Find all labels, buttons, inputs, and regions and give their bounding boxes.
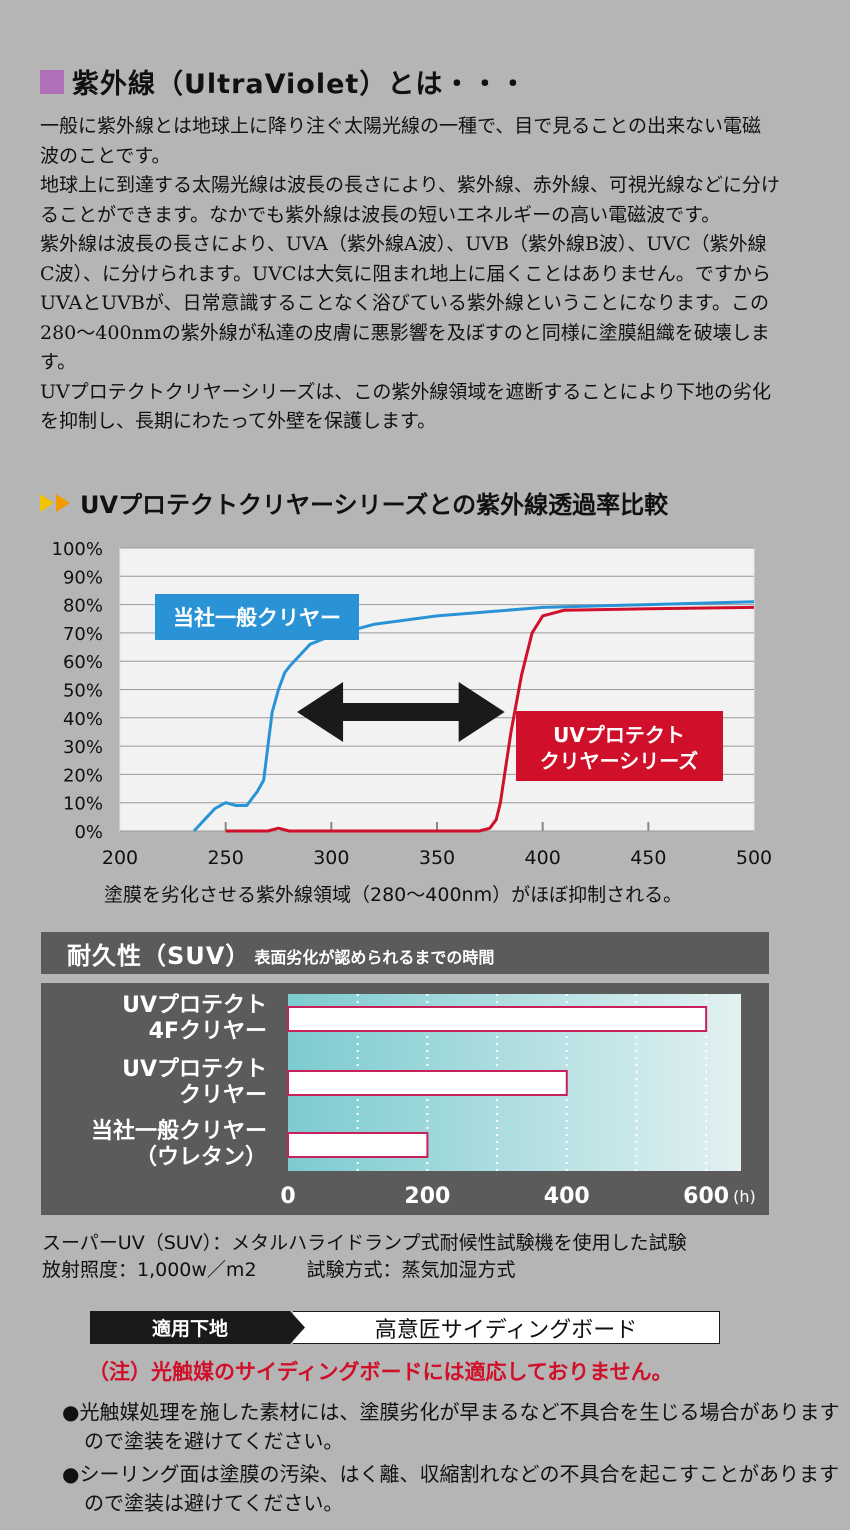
- bullet-list: ●光触媒処理を施した素材には、塗膜劣化が早まるなど不具合を生じる場合がありますの…: [62, 1398, 850, 1522]
- test-method-text: 試験方式：蒸気加湿方式: [306, 1259, 516, 1281]
- bar-category-label-line: 当社一般クリヤー: [90, 1119, 267, 1144]
- series-line: [225, 605, 755, 833]
- substrate-value: 高意匠サイディングボード: [293, 1311, 720, 1344]
- bar-x-tick-label: 200: [404, 1184, 450, 1209]
- x-tick-label: 400: [525, 847, 561, 869]
- bar-category-label-line: UVプロテクト: [122, 993, 267, 1018]
- substrate-box: 適用下地 高意匠サイディングボード: [90, 1311, 720, 1344]
- bullet-item: ●光触媒処理を施した素材には、塗膜劣化が早まるなど不具合を生じる場合がありますの…: [62, 1400, 840, 1453]
- bar-category-label-line: 4Fクリヤー: [148, 1019, 267, 1044]
- bullet-item: ●シーリング面は塗膜の汚染、はく離、収縮割れなどの不具合を起こすことがありますの…: [62, 1462, 840, 1515]
- legend-label: クリヤーシリーズ: [540, 749, 699, 773]
- y-tick-label: 0%: [74, 822, 103, 843]
- y-tick-label: 90%: [63, 567, 103, 588]
- legend-box: [155, 594, 359, 640]
- y-tick-label: 40%: [63, 709, 103, 730]
- test-note-line2: 放射照度：1,000w／m2 試験方式：蒸気加湿方式: [42, 1257, 687, 1284]
- y-tick-label: 70%: [63, 624, 103, 645]
- x-tick-label: 350: [419, 847, 455, 869]
- intro-paragraph: 紫外線は波長の長さにより、UVA（紫外線A波）、UVB（紫外線B波）、UVC（紫…: [40, 233, 771, 373]
- bar: [287, 1132, 429, 1158]
- bar-category-label: UVプロテクト クリヤー: [41, 1057, 267, 1109]
- substrate-label: 適用下地: [90, 1311, 305, 1344]
- y-tick-label: 100%: [52, 539, 103, 560]
- test-note: スーパーUV（SUV）：メタルハライドランプ式耐候性試験機を使用した試験 放射照…: [42, 1230, 687, 1284]
- series-line: [192, 600, 755, 833]
- x-tick-label: 250: [208, 847, 244, 869]
- section-title-text: 紫外線（UltraViolet）とは・・・: [72, 69, 528, 100]
- test-note-line1: スーパーUV（SUV）：メタルハライドランプ式耐候性試験機を使用した試験: [42, 1232, 687, 1254]
- bar: [287, 1070, 568, 1096]
- triangle-icon: [56, 493, 70, 512]
- y-tick-label: 20%: [63, 765, 103, 786]
- bar-x-tick-label: 400: [544, 1184, 590, 1209]
- legend-label: UVプロテクト: [553, 723, 685, 747]
- legend-box: [516, 711, 723, 781]
- bar-category-label: 当社一般クリヤー （ウレタン）: [41, 1119, 267, 1171]
- intro-paragraph: UVプロテクトクリヤーシリーズは、この紫外線領域を遮断することにより下地の劣化を…: [40, 380, 772, 433]
- x-tick-label: 450: [630, 847, 666, 869]
- y-tick-label: 30%: [63, 737, 103, 758]
- square-bullet-icon: [40, 69, 64, 94]
- bar-x-tick-label: 600: [683, 1184, 729, 1209]
- y-tick-label: 50%: [63, 681, 103, 702]
- bar-unit-label: (h): [733, 1187, 756, 1206]
- chart-title: UVプロテクトクリヤーシリーズとの紫外線透過率比較: [40, 485, 668, 520]
- intro-text: 一般に紫外線とは地球上に降り注ぐ太陽光線の一種で、目で見ることの出来ない電磁波の…: [40, 112, 780, 437]
- x-tick-label: 500: [736, 847, 772, 869]
- durability-title: 耐久性（SUV）: [67, 941, 251, 970]
- chart-caption: 塗膜を劣化させる紫外線領域（280〜400nm）がほぼ抑制される。: [104, 884, 683, 906]
- durability-chart: 0 200 400 600 (h) UVプロテクト 4Fクリヤー UVプロテクト クリヤー 当社…: [41, 983, 769, 1215]
- double-arrow-icon: [297, 682, 505, 742]
- triangle-icon: [40, 493, 54, 512]
- bar-category-label-line: クリヤー: [178, 1083, 267, 1108]
- bar-category-label-line: UVプロテクト: [122, 1057, 267, 1082]
- bar-x-tick-label: 0: [280, 1184, 295, 1209]
- bar-category-label-line: （ウレタン）: [134, 1145, 267, 1170]
- legend-label: 当社一般クリヤー: [173, 606, 341, 630]
- warning-text: （注）光触媒のサイディングボードには適応しておりません。: [88, 1360, 673, 1384]
- x-tick-label: 300: [313, 847, 349, 869]
- chart-title-text: UVプロテクトクリヤーシリーズとの紫外線透過率比較: [80, 491, 669, 519]
- bar: [287, 1006, 708, 1032]
- durability-header: 耐久性（SUV） 表面劣化が認められるまでの時間: [41, 932, 769, 974]
- intro-paragraph: 地球上に到達する太陽光線は波長の長さにより、紫外線、赤外線、可視光線などに分ける…: [40, 174, 780, 226]
- bar-category-label: UVプロテクト 4Fクリヤー: [41, 993, 267, 1045]
- irradiance-text: 放射照度：1,000w／m2: [42, 1259, 257, 1281]
- y-tick-label: 80%: [63, 596, 103, 617]
- durability-bars: 0 200 400 600 (h): [280, 994, 756, 1209]
- x-tick-label: 200: [102, 847, 138, 869]
- transmittance-chart: 0% 10% 20% 30% 40% 50% 60% 70% 80% 90% 100% 200 250 3…: [52, 539, 773, 869]
- y-tick-label: 60%: [63, 652, 103, 673]
- durability-subtitle: 表面劣化が認められるまでの時間: [254, 948, 495, 967]
- section-title: 紫外線（UltraViolet）とは・・・: [40, 62, 527, 101]
- intro-paragraph: 一般に紫外線とは地球上に降り注ぐ太陽光線の一種で、目で見ることの出来ない電磁波の…: [40, 115, 762, 167]
- y-tick-label: 10%: [63, 794, 103, 815]
